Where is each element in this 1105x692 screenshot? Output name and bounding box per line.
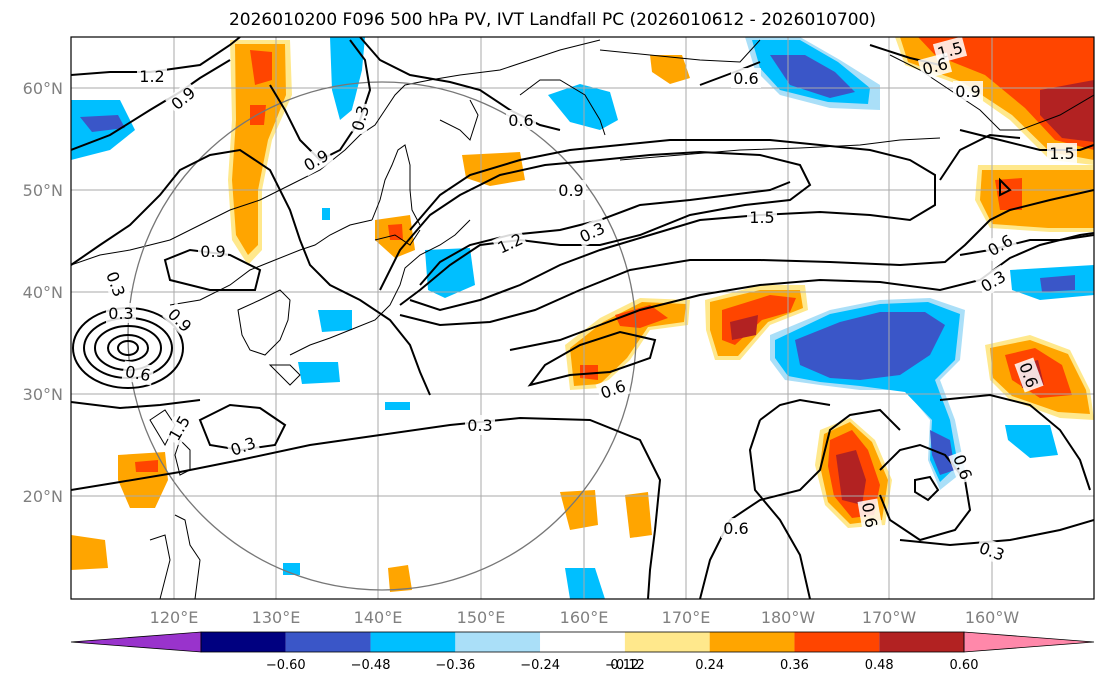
lat-label: 50°N xyxy=(23,181,63,200)
colorbar-segment xyxy=(285,632,371,652)
lat-label: 40°N xyxy=(23,283,63,302)
lon-label: 120°E xyxy=(150,608,199,627)
colorbar-tick-label: −0.12 xyxy=(605,658,645,673)
colorbar-tick-label: 0.12 xyxy=(610,658,639,673)
colorbar-low-extension xyxy=(70,631,202,653)
colorbar-segment xyxy=(370,632,456,652)
colorbar-tick-label: 0.48 xyxy=(865,658,894,673)
colorbar-tick-label: 0.36 xyxy=(780,658,809,673)
colorbar-segment xyxy=(455,632,541,652)
pv-shading xyxy=(71,37,1094,599)
contour-label: 0.6 xyxy=(124,362,152,385)
lat-label: 20°N xyxy=(23,487,63,506)
lon-label: 140°E xyxy=(354,608,403,627)
colorbar: −0.60 −0.48 −0.36 −0.24 −0.120.12 0.24 0.36 0.4… xyxy=(70,631,1095,673)
contour-label: 0.6 xyxy=(858,501,881,529)
contour-labels: 1.20.90.90.60.60.91.51.50.60.90.31.21.50… xyxy=(101,37,1077,566)
contour-label: 0.3 xyxy=(467,416,492,435)
coastlines xyxy=(71,39,1094,599)
contour-label: 0.6 xyxy=(723,519,748,538)
colorbar-segment xyxy=(709,632,795,652)
map-title: 2026010200 F096 500 hPa PV, IVT Landfall… xyxy=(228,10,876,30)
lon-label: 170°W xyxy=(862,608,917,627)
colorbar-segment xyxy=(540,632,625,652)
contour-label: 0.9 xyxy=(955,82,980,101)
colorbar-tick-label: −0.60 xyxy=(266,658,306,673)
contour-label: 1.2 xyxy=(139,67,164,86)
latitude-labels: 60°N 50°N 40°N 30°N 20°N xyxy=(23,79,63,506)
map-frame xyxy=(70,36,1095,600)
contour-label: 0.9 xyxy=(200,242,225,261)
lat-label: 60°N xyxy=(23,79,63,98)
colorbar-tick-label: 0.60 xyxy=(950,658,979,673)
contour-label: 0.3 xyxy=(108,304,133,323)
longitude-labels: 120°E 130°E 140°E 150°E 160°E 170°E 180°W 170°W… xyxy=(150,608,1020,627)
graticule xyxy=(71,37,1094,599)
lon-label: 130°E xyxy=(252,608,301,627)
lon-label: 160°W xyxy=(965,608,1020,627)
lon-label: 150°E xyxy=(457,608,506,627)
colorbar-high-extension xyxy=(963,631,1095,653)
lon-label: 160°E xyxy=(560,608,609,627)
colorbar-tick-label: 0.24 xyxy=(695,658,724,673)
colorbar-segment xyxy=(879,632,964,652)
lon-label: 170°E xyxy=(662,608,711,627)
contour-label: 1.5 xyxy=(749,208,774,227)
contour-label: 1.5 xyxy=(1049,144,1074,163)
contour-label: 0.9 xyxy=(558,181,583,200)
contour-label: 0.9 xyxy=(164,305,195,336)
colorbar-segment xyxy=(201,632,286,652)
colorbar-segment xyxy=(624,632,710,652)
contour-label: 0.6 xyxy=(733,69,758,88)
lat-label: 30°N xyxy=(23,385,63,404)
lon-label: 180°W xyxy=(761,608,816,627)
colorbar-segment xyxy=(794,632,880,652)
colorbar-tick-label: −0.48 xyxy=(351,658,391,673)
colorbar-tick-label: −0.36 xyxy=(435,658,475,673)
colorbar-tick-label: −0.24 xyxy=(520,658,560,673)
contour-label: 0.6 xyxy=(508,111,533,130)
